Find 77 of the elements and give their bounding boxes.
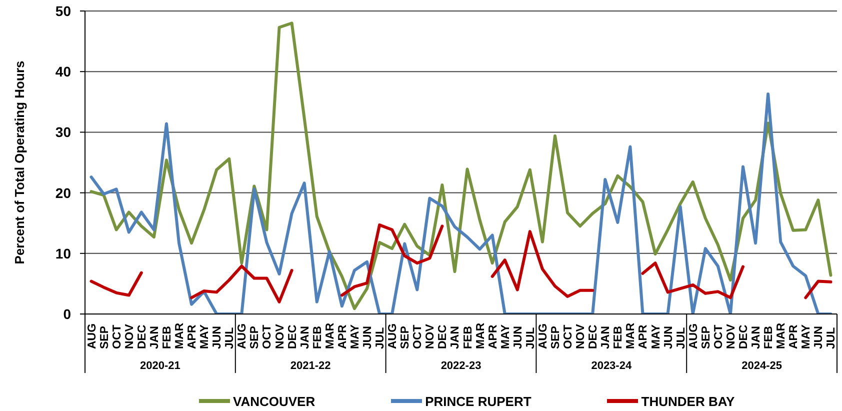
- x-tick-label: MAY: [349, 324, 362, 349]
- x-tick-label: AUG: [86, 323, 98, 349]
- x-tick-label: AUG: [688, 323, 700, 349]
- x-tick-label: JUN: [512, 326, 524, 349]
- x-tick-label: APR: [186, 324, 199, 349]
- x-tick-label: JUL: [675, 327, 688, 349]
- x-tick-label: NOV: [725, 324, 738, 349]
- x-tick-label: DEC: [286, 324, 299, 349]
- x-tick-label: JAN: [600, 326, 612, 349]
- y-tick-label: 20: [55, 184, 72, 201]
- x-tick-label: JAN: [299, 326, 312, 349]
- x-tick-label: NOV: [274, 324, 286, 349]
- text: 2023-24: [591, 360, 632, 372]
- x-tick-label: MAY: [650, 324, 662, 349]
- legend-label: THUNDER BAY: [641, 394, 735, 408]
- x-tick-label: JAN: [750, 326, 763, 349]
- x-tick-label: MAR: [776, 322, 788, 349]
- x-tick-label: JUN: [212, 326, 224, 349]
- x-tick-label: DEC: [437, 324, 450, 349]
- x-tick-label: SEP: [249, 326, 262, 349]
- x-tick-label: APR: [638, 324, 650, 349]
- x-tick-label: OCT: [712, 324, 725, 349]
- x-tick-label: MAR: [324, 322, 336, 349]
- x-tick-label: OCT: [111, 324, 124, 349]
- x-tick-label: AUG: [537, 323, 550, 349]
- x-tick-label: SEP: [700, 326, 712, 349]
- x-tick-label: JUL: [374, 327, 387, 349]
- x-tick-label: MAY: [199, 324, 212, 349]
- x-tick-label: MAR: [474, 322, 487, 349]
- x-tick-label: JUL: [826, 327, 838, 349]
- text: 2022-23: [440, 360, 482, 372]
- x-tick-label: MAY: [500, 324, 512, 349]
- x-tick-label: APR: [788, 324, 800, 349]
- x-tick-label: JUN: [662, 326, 675, 349]
- x-tick-label: MAY: [800, 324, 813, 349]
- x-tick-label: JUL: [224, 327, 236, 349]
- x-tick-label: JUN: [362, 326, 374, 349]
- x-tick-label: NOV: [124, 324, 136, 349]
- x-tick-label: FEB: [462, 326, 474, 349]
- y-tick-label: 50: [55, 2, 72, 19]
- line-series: [90, 22, 832, 310]
- text: 2021-22: [290, 360, 331, 372]
- x-tick-label: JAN: [148, 326, 161, 349]
- x-tick-label: SEP: [98, 326, 111, 349]
- y-tick-label: 30: [55, 124, 72, 140]
- line-series: [90, 92, 832, 314]
- x-tick-label: SEP: [400, 326, 412, 349]
- y-tick-label: 40: [55, 64, 72, 80]
- x-tick-label: APR: [487, 324, 500, 349]
- x-tick-label: MAR: [174, 322, 186, 349]
- x-tick-label: NOV: [424, 324, 437, 349]
- x-tick-label: FEB: [612, 326, 625, 349]
- x-tick-label: JAN: [450, 326, 462, 349]
- x-tick-label: OCT: [412, 324, 424, 349]
- x-tick-label: DEC: [588, 324, 600, 349]
- x-tick-label: FEB: [161, 326, 174, 349]
- legend-label: PRINCE RUPERT: [425, 394, 532, 408]
- text: 2020-21: [140, 360, 180, 372]
- x-tick-label: JUL: [524, 327, 537, 349]
- x-tick-label: DEC: [738, 324, 750, 349]
- y-tick-label: 10: [55, 245, 72, 262]
- x-tick-label: FEB: [763, 326, 776, 349]
- y-axis-title: Percent of Total Operating Hours: [12, 60, 27, 264]
- text: 2024-25: [742, 360, 782, 372]
- x-tick-label: AUG: [236, 323, 249, 349]
- x-tick-label: FEB: [312, 326, 324, 349]
- x-tick-label: JUN: [813, 326, 826, 349]
- x-tick-label: SEP: [550, 326, 562, 349]
- x-tick-label: OCT: [262, 324, 274, 349]
- x-tick-label: APR: [336, 324, 349, 349]
- x-tick-label: MAR: [625, 322, 638, 349]
- y-tick-label: 0: [63, 306, 72, 322]
- x-tick-label: NOV: [575, 324, 588, 349]
- x-tick-label: DEC: [136, 324, 148, 349]
- x-tick-label: OCT: [562, 324, 575, 349]
- x-tick-label: AUG: [387, 323, 400, 349]
- legend-label: VANCOUVER: [233, 394, 316, 408]
